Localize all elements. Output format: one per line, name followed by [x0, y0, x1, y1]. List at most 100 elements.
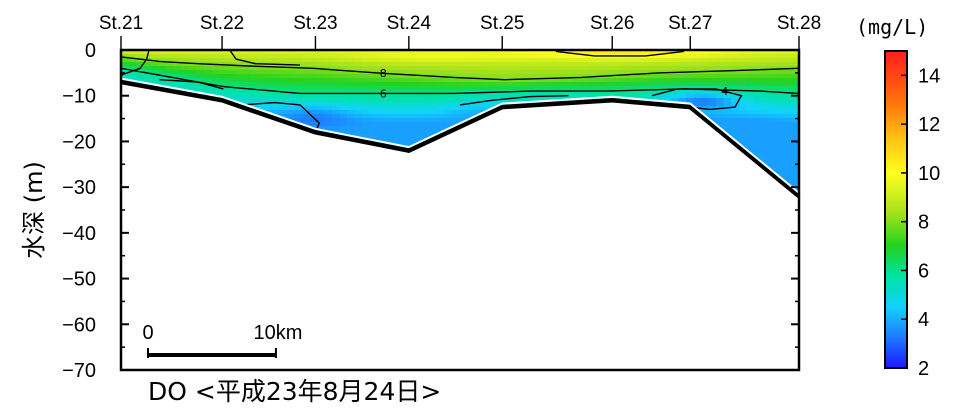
do-cell	[384, 118, 393, 123]
do-cell	[309, 58, 318, 63]
do-cell	[557, 66, 567, 71]
do-cell	[527, 98, 536, 103]
contour-line-8	[121, 56, 799, 81]
do-cell	[316, 74, 325, 79]
do-cell	[249, 86, 258, 91]
do-cell	[791, 134, 799, 139]
do-cell	[399, 62, 408, 67]
do-cell	[776, 142, 785, 147]
do-cell	[414, 62, 423, 67]
do-cell	[783, 86, 793, 91]
do-cell	[505, 50, 514, 55]
do-cell	[678, 62, 687, 67]
do-cell	[339, 90, 348, 95]
do-cell	[588, 94, 597, 99]
do-cell	[362, 50, 371, 55]
do-cell	[520, 98, 529, 103]
colorbar: 2 4 6 8 10 12 14	[884, 50, 940, 380]
do-cell	[241, 54, 250, 59]
do-cell	[482, 74, 491, 79]
y-axis: 0 −10 −20 −30 −40 −50 −60 −70	[62, 40, 799, 382]
do-cell	[783, 178, 793, 183]
do-cell	[429, 54, 438, 59]
do-cell	[776, 86, 785, 91]
do-cell	[347, 58, 356, 63]
do-cell	[188, 66, 197, 71]
do-cell	[603, 58, 612, 63]
do-cell	[535, 74, 544, 79]
do-cell	[761, 142, 770, 147]
do-cell	[776, 118, 785, 123]
do-cell	[678, 66, 687, 71]
do-cell	[686, 62, 695, 67]
do-cell	[738, 70, 747, 75]
do-cell	[783, 74, 793, 79]
do-cell	[550, 86, 559, 91]
do-cell	[399, 54, 408, 59]
do-cell	[557, 58, 567, 63]
do-cell	[286, 110, 295, 115]
do-cell	[196, 74, 205, 79]
do-cell	[490, 82, 499, 87]
do-cell	[369, 50, 378, 55]
do-cell	[768, 62, 777, 67]
do-cell	[377, 118, 386, 123]
do-cell	[467, 94, 476, 99]
do-cell	[121, 54, 130, 59]
do-cell	[121, 50, 130, 55]
do-cell	[708, 70, 717, 75]
do-cell	[761, 70, 770, 75]
do-cell	[761, 158, 770, 163]
do-cell	[731, 122, 740, 127]
do-cell	[678, 78, 687, 83]
do-cell	[648, 74, 657, 79]
station-label: St.25	[480, 13, 524, 34]
do-cell	[407, 134, 416, 139]
contour-line-6-west	[159, 79, 224, 90]
do-cell	[339, 58, 348, 63]
do-cell	[173, 82, 182, 87]
colorbar-tick-label: 14	[918, 65, 940, 87]
do-cell	[475, 86, 484, 91]
do-cell	[610, 90, 619, 95]
do-cell	[399, 50, 408, 55]
do-cell	[618, 94, 627, 99]
do-cell	[399, 122, 408, 127]
do-cell	[407, 50, 416, 55]
do-cell	[384, 138, 393, 143]
do-cell	[301, 114, 310, 119]
do-cell	[211, 66, 220, 71]
do-cell	[783, 70, 793, 75]
do-cell	[490, 54, 499, 59]
do-cell	[151, 74, 160, 79]
do-cell	[670, 86, 680, 91]
do-cell	[347, 94, 356, 99]
do-cell	[218, 90, 228, 95]
do-cell	[377, 110, 386, 115]
do-cell	[452, 54, 461, 59]
do-cell	[211, 90, 220, 95]
do-cell	[746, 114, 755, 119]
do-cell	[610, 86, 619, 91]
do-cell	[738, 78, 747, 83]
do-cell	[414, 90, 423, 95]
do-cell	[512, 94, 521, 99]
do-cell	[271, 110, 280, 115]
do-cell	[294, 74, 303, 79]
y-tick-label: −30	[62, 177, 96, 199]
do-cell	[738, 74, 747, 79]
do-cell	[444, 106, 454, 111]
do-cell	[331, 126, 341, 131]
do-cell	[339, 94, 348, 99]
do-cell	[407, 58, 416, 63]
do-cell	[557, 62, 567, 67]
do-cell	[460, 114, 469, 119]
do-cell	[701, 74, 710, 79]
do-cell	[738, 66, 747, 71]
do-cell	[452, 78, 461, 83]
do-cell	[384, 110, 393, 115]
do-cell	[218, 78, 228, 83]
do-cell	[384, 106, 393, 111]
do-cell	[580, 62, 589, 67]
do-cell	[218, 58, 228, 63]
